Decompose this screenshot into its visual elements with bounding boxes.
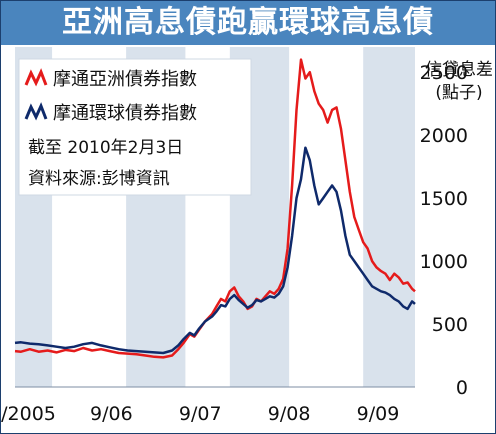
x-axis-ticks: 9/2005 9/06 9/07 9/08 9/09 xyxy=(1,403,399,425)
x-tick-label: 9/08 xyxy=(268,403,311,425)
y-tick-label: 1000 xyxy=(420,251,468,273)
legend-label-global: 摩通環球債券指數 xyxy=(53,103,197,124)
legend: 摩通亞洲債券指數 摩通環球債券指數 截至 2010年2月3日 資料來源:彭博資訊 xyxy=(18,58,252,196)
y-tick-label: 500 xyxy=(432,314,468,336)
y-axis-label-line2: (點子) xyxy=(435,83,482,103)
y-tick-label: 2500 xyxy=(420,62,468,84)
chart-title: 亞洲高息債跑贏環球高息債 xyxy=(1,1,495,45)
x-tick-label: 9/09 xyxy=(357,403,400,425)
shaded-band-3 xyxy=(363,47,415,387)
y-tick-label: 1500 xyxy=(420,188,468,210)
x-tick-label: 9/06 xyxy=(90,403,133,425)
y-tick-label: 0 xyxy=(456,377,468,399)
legend-label-asia: 摩通亞洲債券指數 xyxy=(53,69,197,90)
y-tick-label: 2000 xyxy=(420,125,468,147)
y-axis-ticks: 0 500 1000 1500 2000 2500 xyxy=(420,62,468,399)
x-tick-label: 9/07 xyxy=(179,403,222,425)
legend-swatch-asia xyxy=(24,68,48,87)
note-source: 資料來源:彭博資訊 xyxy=(28,169,170,189)
note-date: 截至 2010年2月3日 xyxy=(28,138,183,158)
legend-swatch-global xyxy=(24,102,48,121)
x-tick-label: 9/2005 xyxy=(1,403,56,425)
series-line-1 xyxy=(14,146,416,355)
series-lines xyxy=(14,58,416,359)
y-axis-label-line1: 信貸息差 xyxy=(425,60,493,80)
